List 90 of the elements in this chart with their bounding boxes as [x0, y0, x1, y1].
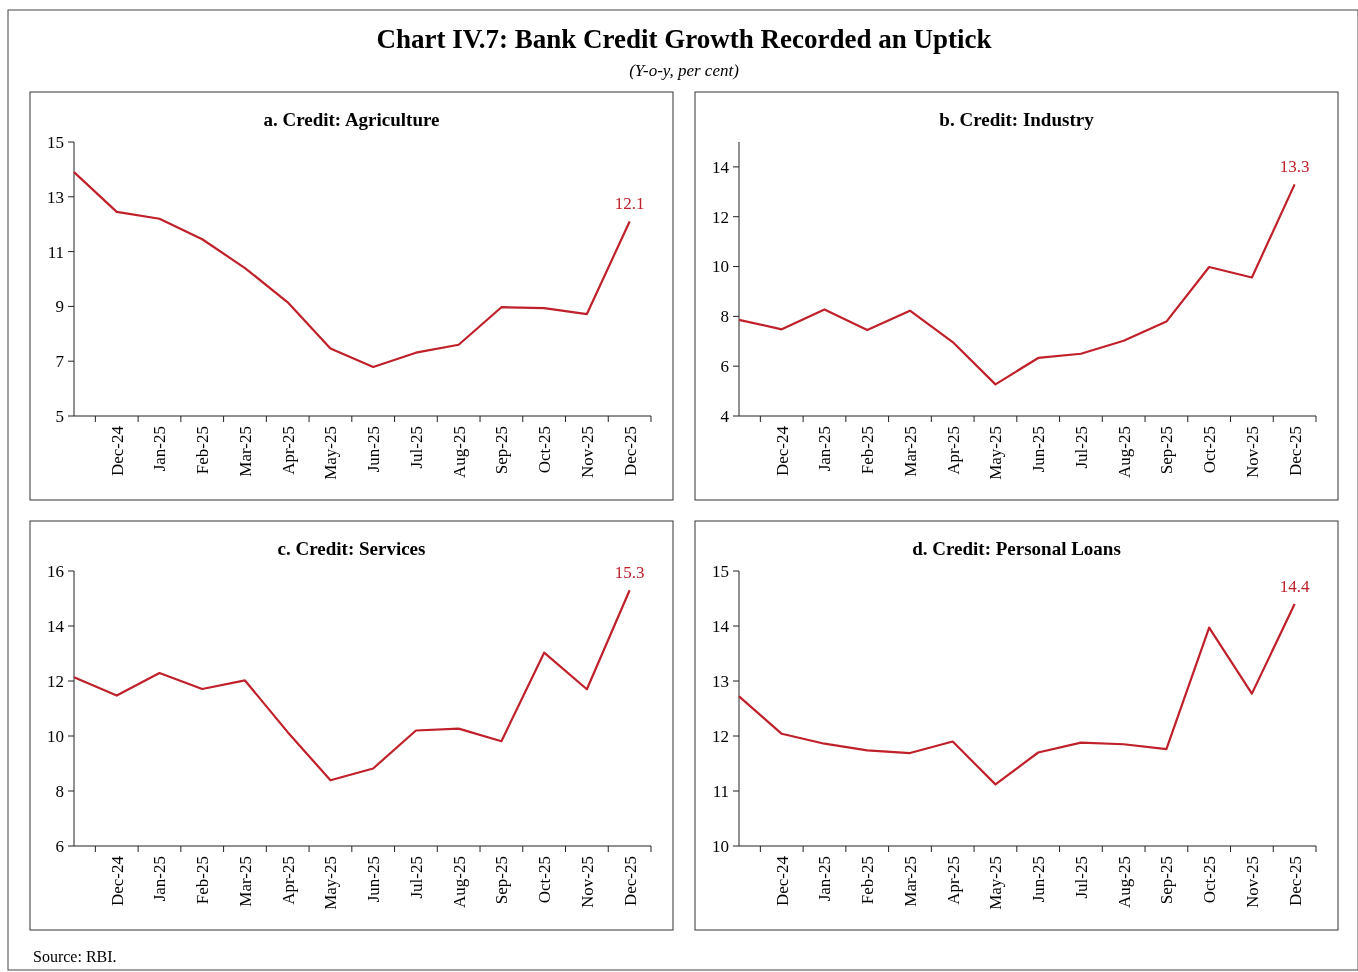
y-tick-label: 7	[55, 352, 65, 372]
x-tick-label: Aug-25	[1114, 426, 1134, 478]
x-tick-label: Sep-25	[1157, 426, 1177, 475]
y-tick-label: 13	[47, 187, 64, 207]
x-tick-label: Mar-25	[900, 426, 920, 477]
y-tick-label: 14	[47, 616, 65, 636]
x-tick-label: Oct-25	[1200, 426, 1220, 474]
x-tick-label: Nov-25	[1242, 856, 1262, 908]
x-tick-label: Sep-25	[492, 856, 512, 905]
y-tick-label: 12	[712, 726, 729, 746]
chart-title: d. Credit: Personal Loans	[912, 538, 1121, 559]
x-tick-label: Dec-25	[620, 856, 640, 907]
x-tick-label: Jun-25	[364, 856, 384, 903]
x-tick-label: Aug-25	[1114, 856, 1134, 908]
y-tick-label: 6	[55, 836, 64, 856]
y-tick-label: 9	[55, 297, 64, 317]
x-tick-label: Feb-25	[193, 856, 213, 905]
x-tick-label: Mar-25	[900, 856, 920, 907]
x-tick-label: May-25	[321, 426, 341, 480]
x-tick-label: Apr-25	[943, 426, 963, 475]
x-tick-label: Feb-25	[193, 426, 213, 475]
y-tick-label: 10	[712, 836, 729, 856]
y-tick-label: 16	[47, 561, 64, 581]
x-tick-label: Apr-25	[943, 856, 963, 905]
y-tick-label: 8	[55, 781, 64, 801]
x-tick-label: Oct-25	[535, 856, 555, 904]
x-tick-label: Dec-24	[107, 425, 127, 477]
x-tick-label: Feb-25	[858, 426, 878, 475]
y-tick-label: 11	[47, 242, 64, 262]
line-series	[72, 589, 631, 782]
x-tick-label: Aug-25	[449, 426, 469, 478]
x-tick-label: Nov-25	[577, 856, 597, 908]
x-tick-label: Jan-25	[150, 856, 170, 902]
x-tick-label: Nov-25	[1242, 426, 1262, 478]
data-label: 12.1	[614, 194, 645, 214]
x-tick-label: Sep-25	[1157, 856, 1177, 905]
x-tick-label: Jan-25	[150, 426, 170, 472]
y-tick-label: 4	[720, 406, 730, 426]
y-tick-label: 10	[712, 257, 729, 277]
y-tick-label: 12	[47, 671, 64, 691]
x-tick-label: Mar-25	[235, 426, 255, 477]
y-tick-label: 5	[55, 406, 64, 426]
x-tick-label: Dec-25	[1285, 856, 1305, 907]
x-tick-label: Jul-25	[406, 856, 426, 899]
y-tick-label: 14	[712, 157, 730, 177]
x-tick-label: Dec-24	[772, 855, 792, 907]
y-tick-label: 8	[720, 307, 729, 327]
x-tick-label: Jan-25	[815, 426, 835, 472]
text: (Y-o-y, per cent)	[629, 61, 740, 80]
x-tick-label: Dec-24	[772, 425, 792, 477]
y-tick-label: 10	[47, 726, 64, 746]
x-tick-label: Oct-25	[1200, 856, 1220, 904]
y-tick-label: 14	[712, 616, 730, 636]
x-tick-label: Jul-25	[1071, 856, 1091, 899]
y-tick-label: 11	[712, 781, 729, 801]
line-series	[737, 602, 1296, 786]
chart-title: a. Credit: Agriculture	[263, 109, 440, 130]
data-label: 13.3	[1279, 157, 1310, 177]
x-tick-label: Apr-25	[278, 856, 298, 905]
text: Chart IV.7: Bank Credit Growth Recorded an Uptick	[376, 24, 992, 54]
source-note: Source: RBI.	[33, 948, 117, 965]
x-tick-label: Dec-25	[1285, 426, 1305, 477]
x-tick-label: May-25	[986, 856, 1006, 910]
line-series	[737, 183, 1296, 386]
x-tick-label: Feb-25	[858, 856, 878, 905]
x-tick-label: Dec-24	[107, 855, 127, 907]
x-tick-label: May-25	[986, 426, 1006, 480]
y-tick-label: 15	[47, 132, 64, 152]
x-tick-label: Jun-25	[364, 426, 384, 473]
x-tick-label: Jun-25	[1029, 856, 1049, 903]
y-tick-label: 15	[712, 561, 729, 581]
chart-title: c. Credit: Services	[277, 538, 426, 559]
x-tick-label: Jan-25	[815, 856, 835, 902]
x-tick-label: Sep-25	[492, 426, 512, 475]
x-tick-label: Dec-25	[620, 426, 640, 477]
x-tick-label: Apr-25	[278, 426, 298, 475]
chart-title: b. Credit: Industry	[939, 109, 1095, 130]
x-tick-label: Jul-25	[1071, 426, 1091, 469]
x-tick-label: Oct-25	[535, 426, 555, 474]
x-tick-label: May-25	[321, 856, 341, 910]
x-tick-label: Jun-25	[1029, 426, 1049, 473]
x-tick-label: Jul-25	[406, 426, 426, 469]
x-tick-label: Aug-25	[449, 856, 469, 908]
y-tick-label: 6	[720, 357, 729, 377]
data-label: 15.3	[614, 563, 645, 583]
x-tick-label: Nov-25	[577, 426, 597, 478]
x-tick-label: Mar-25	[235, 856, 255, 907]
y-tick-label: 13	[712, 671, 729, 691]
data-label: 14.4	[1279, 577, 1310, 596]
y-tick-label: 12	[712, 207, 729, 227]
